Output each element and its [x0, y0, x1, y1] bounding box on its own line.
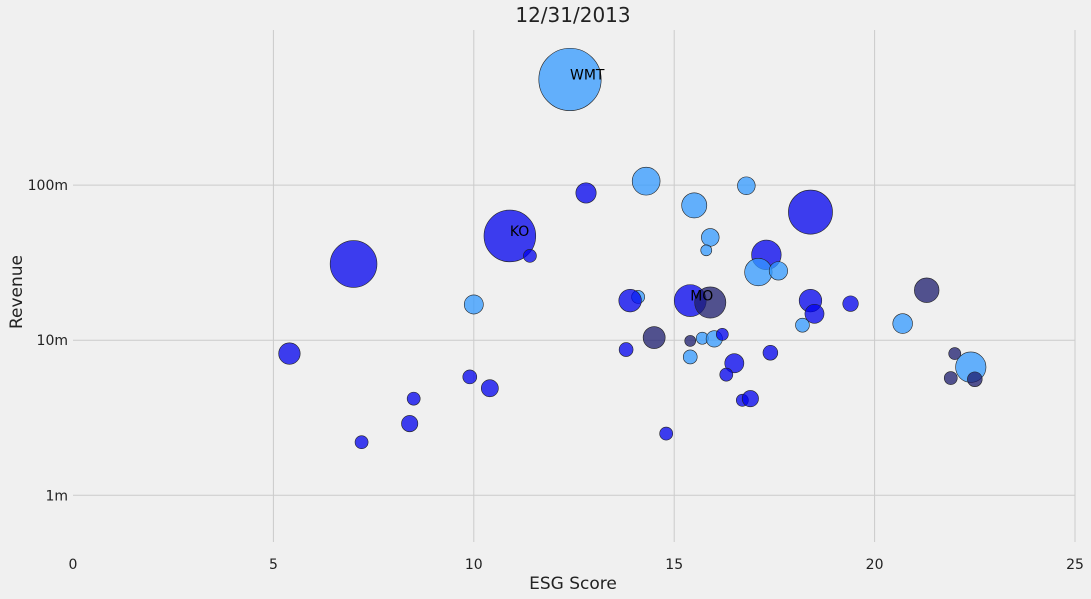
- data-point: [681, 192, 708, 219]
- data-point: [618, 342, 634, 357]
- data-point: [719, 367, 734, 382]
- data-point: [744, 258, 773, 287]
- data-point: [842, 295, 859, 312]
- x-tick-label: 0: [69, 557, 78, 573]
- data-point: [480, 379, 499, 398]
- data-point: [788, 189, 833, 235]
- x-tick-label: 15: [665, 557, 683, 573]
- data-point: [618, 289, 642, 313]
- data-point: [943, 371, 958, 385]
- data-point: [795, 317, 810, 333]
- data-point: [354, 435, 369, 450]
- data-point: [406, 391, 421, 406]
- x-tick-labels: 0 5 10 15 20 25: [69, 557, 1084, 573]
- data-point: [329, 240, 378, 288]
- data-point: [762, 345, 779, 361]
- data-point: [538, 47, 602, 111]
- data-point: [575, 182, 597, 204]
- data-point: [631, 166, 661, 196]
- data-point: [642, 326, 666, 349]
- data-point: [737, 176, 756, 195]
- data-point: [967, 371, 983, 387]
- data-point: [914, 277, 940, 303]
- data-point: [462, 369, 478, 385]
- x-tick-label: 25: [1066, 557, 1084, 573]
- data-point: [694, 286, 727, 319]
- point-label: KO: [510, 224, 529, 240]
- data-point: [768, 261, 788, 281]
- data-point: [804, 303, 825, 324]
- chart-title: 12/31/2013: [515, 3, 630, 27]
- data-point: [682, 349, 698, 365]
- data-point: [401, 415, 419, 433]
- point-label: WMT: [570, 67, 605, 83]
- data-point: [463, 294, 484, 315]
- data-point: [523, 248, 537, 263]
- data-points: [278, 47, 987, 450]
- data-point: [483, 209, 537, 263]
- data-point: [700, 244, 713, 257]
- x-tick-label: 20: [866, 557, 884, 573]
- grid: [73, 30, 1076, 542]
- data-point: [948, 347, 962, 360]
- y-tick-label: 1m: [45, 488, 68, 504]
- data-point: [701, 228, 720, 247]
- y-tick-label: 10m: [37, 333, 68, 349]
- y-axis-label: Revenue: [7, 255, 27, 329]
- point-label: MO: [690, 289, 713, 305]
- data-point: [278, 342, 301, 365]
- data-point: [892, 313, 913, 334]
- y-tick-labels: 1m 10m 100m: [28, 178, 68, 504]
- x-tick-label: 10: [465, 557, 483, 573]
- data-point: [724, 353, 745, 374]
- x-tick-label: 5: [269, 557, 278, 573]
- data-point: [659, 426, 674, 441]
- data-point: [684, 335, 697, 347]
- y-tick-label: 100m: [28, 178, 68, 194]
- x-axis-label: ESG Score: [529, 574, 617, 594]
- data-point: [715, 328, 729, 341]
- data-point: [741, 390, 759, 408]
- point-annotations: WMT KO MO: [510, 67, 713, 304]
